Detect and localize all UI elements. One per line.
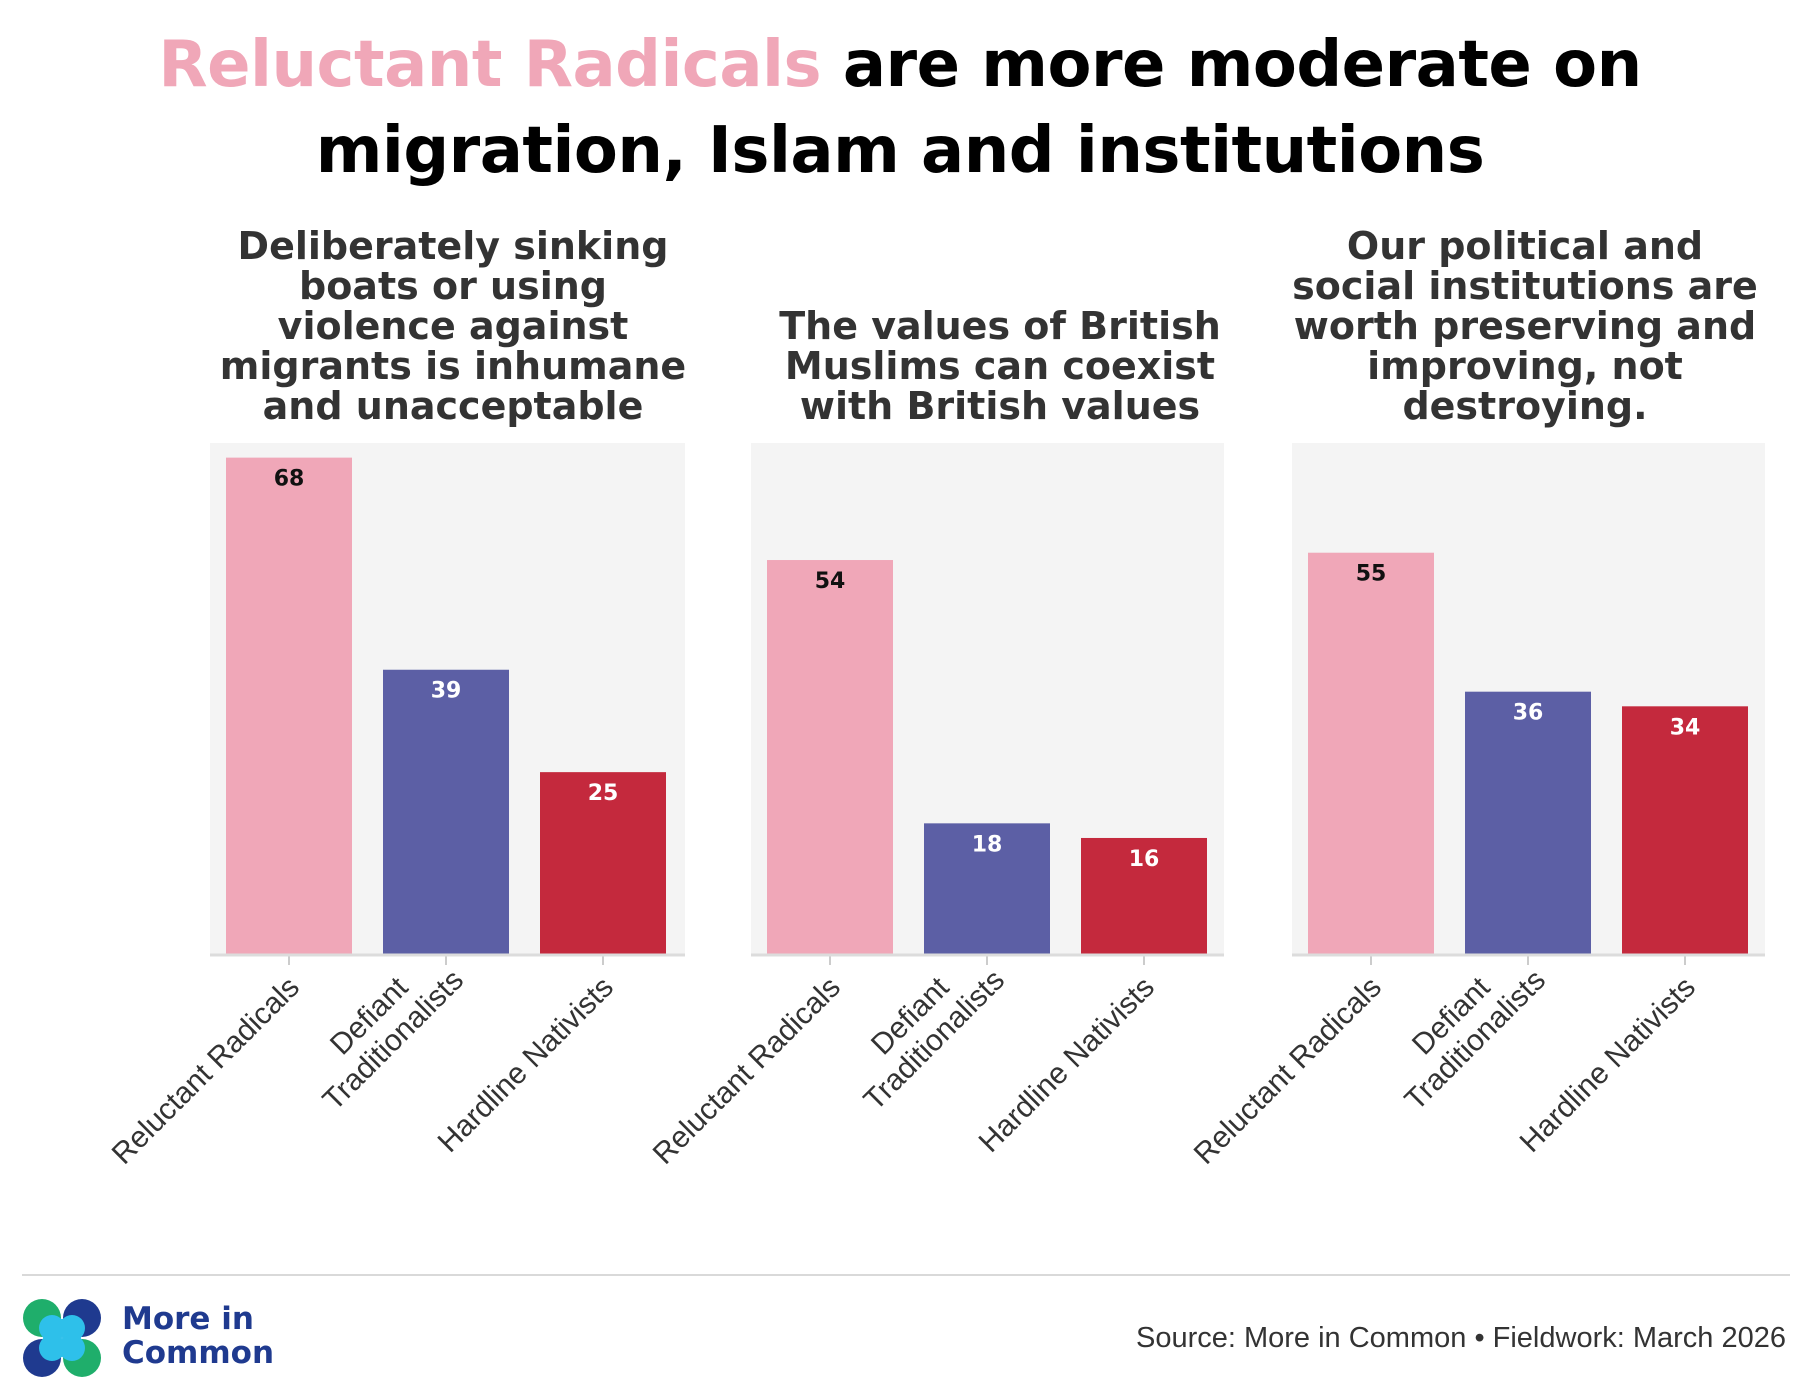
bar-3-1: [1308, 552, 1434, 955]
data-label-2-1: 54: [815, 569, 846, 594]
tick-label-2-3: Hardline Nativists: [973, 971, 1161, 1159]
bar-2-3: [1081, 837, 1207, 955]
tick-label-1-2: DefiantTraditionalists: [293, 940, 470, 1117]
data-label-1-2: 39: [431, 679, 462, 704]
data-label-2-2: 18: [972, 832, 1003, 857]
data-label-3-1: 55: [1356, 562, 1387, 587]
bar-1-2: [383, 669, 509, 955]
panel-title-2: The values of British Muslims can coexis…: [779, 304, 1221, 428]
logo-text: More in Common: [122, 1302, 274, 1370]
logo-text-line1: More in: [122, 1301, 254, 1337]
bar-1-1: [226, 457, 352, 955]
more-in-common-logo-icon: [23, 1299, 101, 1377]
tick-label-1-1: Reluctant Radicals: [106, 971, 306, 1171]
logo-text-line2: Common: [122, 1335, 275, 1371]
data-label-3-2: 36: [1513, 701, 1544, 726]
tick-label-2-1: Reluctant Radicals: [647, 971, 847, 1171]
bar-3-3: [1622, 706, 1748, 955]
tick-label-2-2: DefiantTraditionalists: [834, 940, 1011, 1117]
bar-2-2: [924, 823, 1050, 955]
data-label-1-1: 68: [274, 467, 305, 492]
tick-label-3-2: DefiantTraditionalists: [1375, 940, 1552, 1117]
chart-title-highlight: Reluctant Radicals: [158, 28, 822, 102]
bar-2-1: [767, 560, 893, 955]
data-label-2-3: 16: [1129, 847, 1160, 872]
tick-label-3-1: Reluctant Radicals: [1188, 971, 1388, 1171]
bar-1-3: [540, 772, 666, 955]
data-label-1-3: 25: [588, 781, 619, 806]
tick-label-3-3: Hardline Nativists: [1514, 971, 1702, 1159]
charts-area: 68 Reluctant Radicals 39 DefiantTraditional…: [106, 443, 1765, 1171]
bar-3-2: [1465, 691, 1591, 955]
chart-title: Reluctant Radicals are more moderate on …: [0, 22, 1800, 194]
tick-label-1-3: Hardline Nativists: [432, 971, 620, 1159]
data-label-3-3: 34: [1670, 715, 1701, 740]
chart-title-rest: are more moderate on migration, Islam an…: [315, 28, 1642, 188]
panel-title-1: Deliberately sinking boats or using viol…: [219, 224, 687, 428]
footer-divider: [22, 1274, 1790, 1276]
source-note: Source: More in Common • Fieldwork: Marc…: [1135, 1322, 1786, 1354]
panel-title-3: Our political and social institutions ar…: [1292, 224, 1758, 428]
